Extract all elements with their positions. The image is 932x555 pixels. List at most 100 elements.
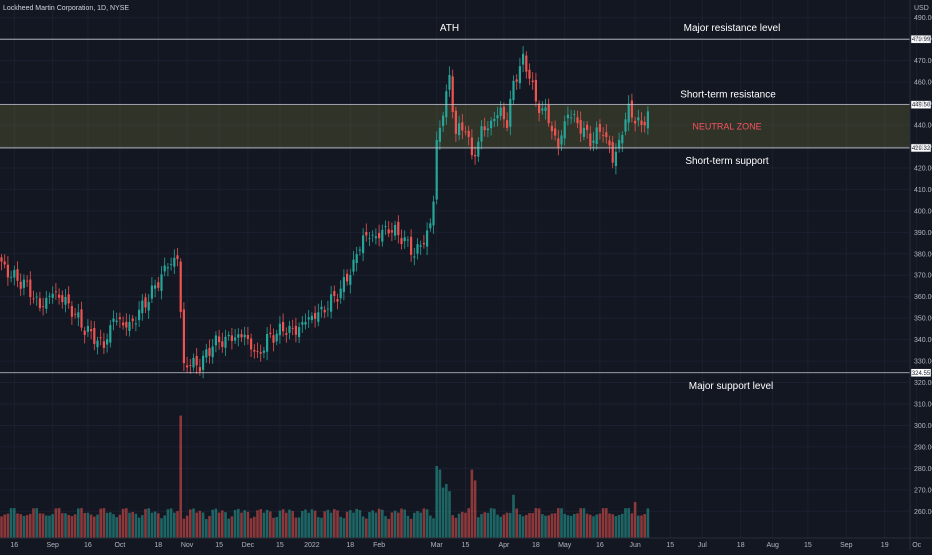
candle-body <box>435 139 438 200</box>
volume-bar <box>473 480 477 538</box>
candle-body <box>378 232 381 239</box>
candle-body <box>125 321 128 328</box>
candle-body <box>461 122 464 131</box>
volume-bar <box>608 513 611 538</box>
volume-bar <box>125 508 128 538</box>
volume-bar <box>333 509 336 538</box>
candle-body <box>70 306 73 317</box>
volume-bar <box>32 508 35 538</box>
candle-body <box>54 291 57 293</box>
volume-bar <box>509 512 512 538</box>
candle-body <box>266 333 269 352</box>
volume-bar <box>544 515 547 538</box>
candle-body <box>579 120 582 134</box>
candle-body <box>26 280 29 282</box>
volume-bar <box>445 484 448 538</box>
candle-body <box>355 254 358 264</box>
volume-bar <box>29 513 32 538</box>
candle-body <box>438 127 441 142</box>
volume-bar <box>361 516 365 538</box>
volume-bar <box>486 512 490 538</box>
candle-body <box>99 337 102 339</box>
volume-bar <box>115 517 118 538</box>
candle-body <box>614 151 617 167</box>
x-tick-label: 15 <box>666 542 674 549</box>
candle-body <box>531 80 534 83</box>
volume-bar <box>515 508 518 538</box>
candle-body <box>259 352 262 354</box>
volume-bar <box>6 513 10 538</box>
volume-bar <box>224 512 227 538</box>
candle-body <box>29 279 32 298</box>
candle-body <box>243 334 246 338</box>
candle-body <box>214 335 217 346</box>
y-tick-label: 260.00 <box>914 509 932 516</box>
volume-bar <box>294 517 298 538</box>
candle-body <box>342 277 345 292</box>
volume-bar <box>547 515 550 538</box>
x-tick-label: 15 <box>276 542 284 549</box>
volume-bar <box>512 494 515 538</box>
candle-body <box>432 201 435 226</box>
candle-body <box>160 274 163 291</box>
volume-bar <box>454 517 458 538</box>
candle-body <box>394 224 397 236</box>
volume-bar <box>163 515 166 538</box>
candle-body <box>198 367 201 372</box>
volume-bar <box>601 508 605 538</box>
volume-bar <box>147 508 150 538</box>
volume-bar <box>528 513 531 538</box>
volume-bar <box>157 513 160 538</box>
candle-body <box>410 236 413 255</box>
candle-body <box>10 276 13 278</box>
level-price-label: 324.55 <box>912 371 931 377</box>
candle-body <box>294 325 297 335</box>
y-tick-label: 360.00 <box>914 294 932 301</box>
candle-body <box>634 120 637 124</box>
candle-body <box>454 110 457 135</box>
candle-body <box>330 294 333 312</box>
volume-bar <box>230 516 234 538</box>
volume-bar <box>80 508 83 538</box>
candle-body <box>467 130 470 137</box>
candle-body <box>451 76 454 113</box>
level-price-label: 449.50 <box>912 103 931 109</box>
candle-body <box>282 321 285 332</box>
candle-body <box>93 327 96 344</box>
candle-body <box>115 320 118 322</box>
volume-bar <box>521 516 525 538</box>
volume-bar <box>198 510 202 538</box>
volume-bar <box>617 514 621 538</box>
x-tick-label: Jun <box>629 542 640 549</box>
volume-bar <box>435 466 438 538</box>
volume-bar <box>573 513 576 538</box>
candle-body <box>186 365 189 368</box>
x-tick-label: Oct <box>114 542 125 549</box>
volume-bar <box>240 512 243 538</box>
candle-body <box>170 263 173 265</box>
volume-bar <box>477 517 480 538</box>
candle-body <box>416 244 419 254</box>
candle-body <box>618 139 621 149</box>
candle-body <box>278 323 281 336</box>
candle-body <box>563 121 566 139</box>
candle-body <box>582 127 585 137</box>
volume-bar <box>589 514 592 538</box>
x-tick-label: Dec <box>242 542 255 549</box>
candle-body <box>464 131 467 133</box>
volume-bar <box>144 509 147 538</box>
volume-bar <box>579 508 582 538</box>
y-tick-label: 450.00 <box>914 101 932 108</box>
volume-bar <box>531 513 534 538</box>
candle-body <box>189 365 192 367</box>
volume-bar <box>288 509 291 538</box>
volume-bar <box>422 508 426 538</box>
level-lines: 479.99 449.50 429.32 324.55 <box>0 34 932 378</box>
candle-body <box>0 257 3 262</box>
volume-bar <box>489 508 493 538</box>
volume-bar <box>387 518 390 538</box>
volume-bar <box>83 512 86 538</box>
volume-bar <box>57 508 61 538</box>
volume-bar <box>557 508 560 538</box>
volume-bar <box>141 515 144 538</box>
